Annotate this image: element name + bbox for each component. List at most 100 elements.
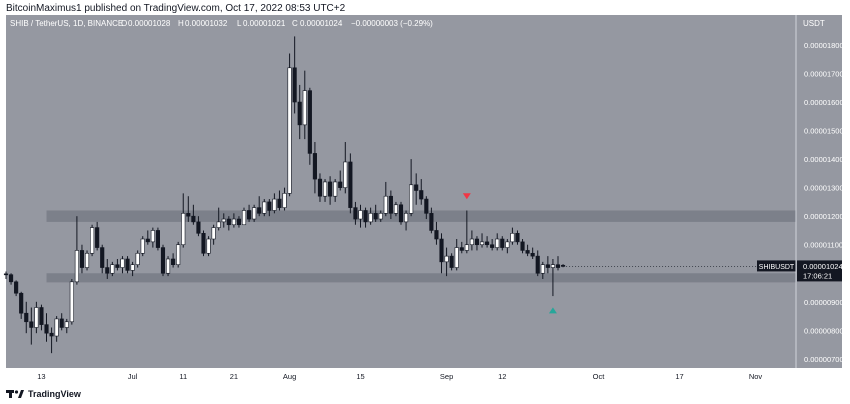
y-tick-label: 0.00000800 [804,326,844,335]
candle [520,239,525,254]
candle [74,216,79,285]
candle [191,204,196,225]
candle-body [181,213,186,246]
candle [165,256,171,277]
zones [46,210,797,283]
candle [454,239,459,271]
candle [155,227,160,251]
candle-body [287,67,292,194]
candle-body [343,161,348,188]
candle [388,190,393,220]
candle [312,141,317,194]
candle-body [464,244,469,251]
candle [302,70,307,140]
candle-body [490,244,495,248]
candle-body [176,244,181,265]
candle-body [226,218,231,226]
candle [292,36,297,114]
ohlc-l-value: 0.00001021 [243,19,286,28]
candle [125,256,130,274]
candle-body [454,247,459,268]
candle-body [267,201,272,211]
candle [479,233,485,248]
y-tick-label: 0.00001500 [804,127,844,136]
y-tick-label: 0.00001300 [804,184,844,193]
candle [439,233,444,274]
candle [221,213,226,228]
candle [120,256,125,274]
y-tick-label: 0.00001100 [804,241,843,250]
candle [560,264,566,268]
publish-caption: BitcoinMaximus1 published on TradingView… [6,3,346,14]
candle [358,204,363,228]
candle-body [439,238,444,263]
candle-body [500,238,505,248]
candle [140,236,145,257]
candle-body [383,195,388,214]
candle-body [393,204,399,214]
candle [403,210,409,231]
candle-body [257,207,262,214]
candle [343,141,348,194]
candle [236,216,242,228]
candle [181,193,186,248]
candle-body [322,181,328,197]
candle-body [95,227,100,248]
candle [196,216,201,237]
candle-body [8,274,14,283]
green-arrow-up-icon [548,307,557,314]
candle-body [236,218,242,226]
candle [54,316,59,342]
candle-body [186,213,191,217]
ohlc-h-value: 0.00001032 [185,19,228,28]
candle-body [515,233,520,243]
candle-body [145,238,150,243]
candle-body [358,210,363,220]
candle-body [474,238,480,246]
candle [257,196,262,217]
candle [79,244,85,274]
candle-body [160,247,166,274]
candle-body [333,181,338,197]
candle-body [19,292,24,314]
candle-body [485,241,490,246]
x-tick-label: Aug [283,372,296,381]
candle [393,201,399,217]
candle [378,210,383,222]
x-tick-label: 17 [675,372,683,381]
candle [485,236,490,248]
candle-body [196,221,201,234]
candle-body [520,241,525,251]
candle [535,250,540,277]
candle [510,227,515,245]
candle [363,207,368,228]
candle-body [49,332,54,337]
zone-1 [46,210,797,222]
candle-body [191,215,196,223]
x-tick-label: Oct [593,372,606,381]
candle [216,207,221,231]
candle-body [140,238,145,254]
candle-body [115,264,120,268]
candle [252,204,257,222]
candle [84,250,90,271]
candle-body [317,178,323,197]
candle [540,261,545,279]
candle [348,153,353,214]
candle-body [419,190,424,200]
candle [226,216,231,231]
candle [241,207,247,226]
candle [267,199,272,217]
candle-body [414,184,419,191]
ohlc-o-value: 0.00001028 [128,19,171,28]
candle-body [348,161,353,208]
candle [90,224,95,257]
candle-body [171,258,176,265]
currency-label: USDT [803,19,825,28]
candle [530,247,535,259]
candle-body [510,233,515,243]
candle [24,301,29,334]
price-badge-value: 0.00001024 [803,262,843,271]
candle [505,239,510,254]
